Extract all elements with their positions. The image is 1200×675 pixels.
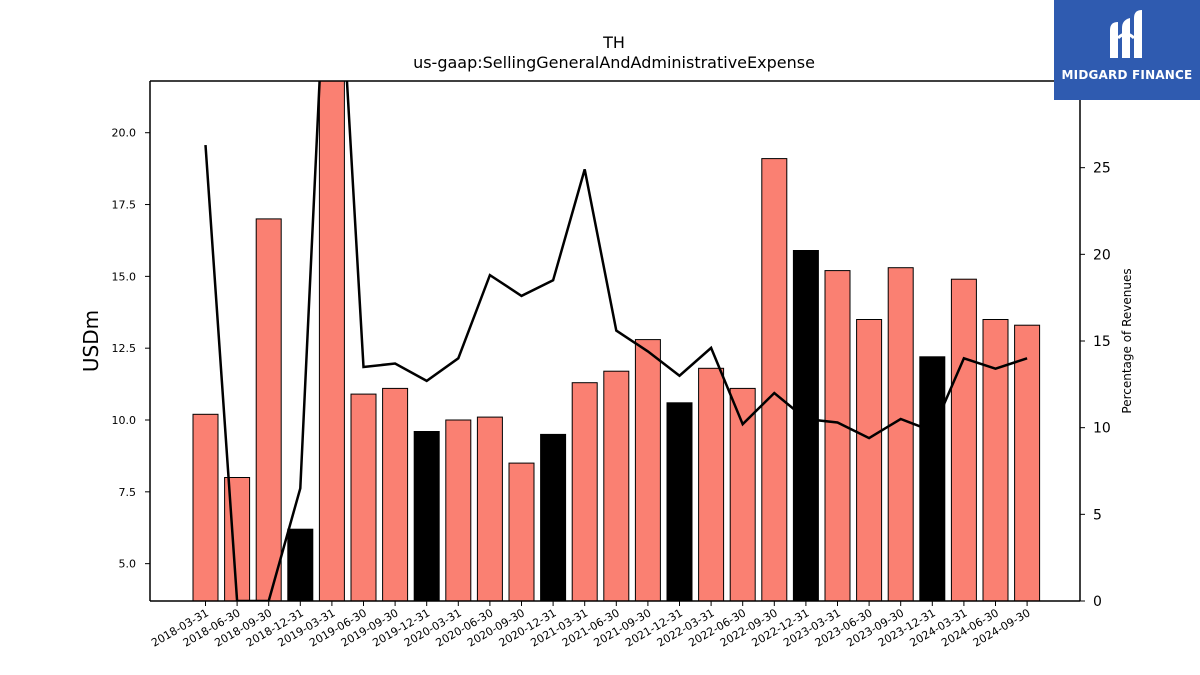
y-tick-label: 7.5 [119,486,137,499]
bar-2021-06-30 [603,370,630,601]
bar-2021-03-31 [571,382,598,601]
y2-tick-label: 0 [1093,594,1102,610]
plot-area [192,81,1041,601]
bar-2020-09-30 [508,462,535,601]
y2-tick-label: 25 [1093,161,1111,177]
bar-2018-06-30 [224,477,251,601]
bar-2024-03-31 [950,278,977,601]
bar-2021-09-30 [634,339,661,601]
chart-title: TH [602,33,625,52]
bar-2020-12-31 [540,433,567,601]
bar-2023-09-30 [887,267,914,601]
y-tick-label: 5.0 [119,558,137,571]
bar-2018-12-31 [287,528,314,601]
percentage-line [204,81,1028,601]
bar-2023-06-30 [856,319,883,601]
y-tick-label: 20.0 [112,127,137,140]
bar-2019-03-31 [318,81,345,601]
y-axis-label: USDm [79,310,103,372]
bar-2019-12-31 [413,431,440,601]
bar-2024-06-30 [982,319,1009,601]
y2-axis-label: Percentage of Revenues [1120,268,1134,413]
bar-2024-09-30 [1014,324,1041,601]
brand-name: MIDGARD FINANCE [1061,68,1193,82]
y-tick-label: 15.0 [112,270,137,283]
y2-tick-label: 20 [1093,247,1111,263]
y-tick-label: 10.0 [112,414,137,427]
bar-2023-03-31 [824,270,851,601]
y-tick-label: 12.5 [112,342,137,355]
bar-2019-06-30 [350,393,377,601]
bar-2020-03-31 [445,419,472,601]
bar-2021-12-31 [666,402,693,601]
bar-2019-09-30 [382,387,409,601]
bar-2018-09-30 [255,218,282,601]
bar-2022-03-31 [698,367,725,601]
midgard-logo-icon [1110,10,1142,58]
chart-subtitle: us-gaap:SellingGeneralAndAdministrativeE… [413,53,815,72]
bar-2020-06-30 [476,416,503,601]
bar-2022-12-31 [792,250,819,601]
y2-tick-label: 5 [1093,507,1102,523]
bar-2023-12-31 [919,356,946,601]
y2-tick-label: 10 [1093,421,1111,437]
brand-logo: MIDGARD FINANCE [1054,0,1200,100]
bar-2018-03-31 [192,413,219,601]
bar-2022-06-30 [729,387,756,601]
bar-2022-09-30 [761,158,788,601]
y-tick-label: 17.5 [112,199,137,212]
y2-tick-label: 15 [1093,334,1111,350]
